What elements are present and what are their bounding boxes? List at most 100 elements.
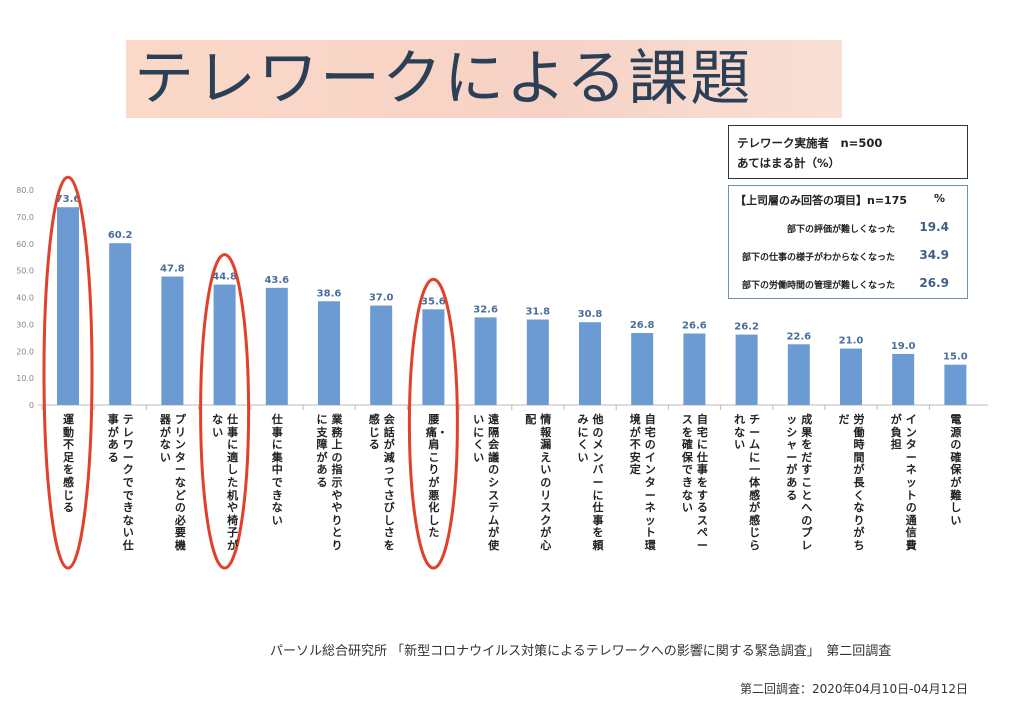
bar — [422, 309, 445, 405]
survey-date: 第二回調査：2020年04月10日-04月12日 — [740, 682, 968, 696]
bar-value-label: 19.0 — [891, 341, 916, 352]
sample-info-line2: あてはまる計（%） — [737, 156, 841, 170]
bar-value-label: 73.6 — [56, 194, 81, 205]
y-tick-label: 50.0 — [16, 267, 34, 276]
category-label: 運動不足を感じる — [63, 413, 74, 515]
bar-value-label: 31.8 — [525, 307, 550, 318]
manager-item-value: 34.9 — [919, 248, 949, 262]
page-title: テレワークによる課題 — [134, 44, 753, 114]
category-label: スを確保できない — [681, 413, 693, 515]
manager-item-row: 部下の労働時間の管理が難しくなった 26.9 — [729, 274, 965, 296]
category-label: 情報漏えいのリスクが心 — [540, 413, 552, 552]
category-label: 感じる — [368, 413, 380, 452]
category-label: 成果をだすことへのプレ — [801, 413, 813, 552]
bar — [213, 284, 236, 405]
category-label: 遠隔会議のシステムが使 — [488, 413, 500, 552]
category-label: 配 — [525, 413, 537, 426]
bar-value-label: 22.6 — [786, 331, 811, 342]
category-label: 自宅のインターネット環 — [644, 413, 656, 552]
y-tick-label: 30.0 — [16, 320, 34, 329]
sample-info-line1: テレワーク実施者 n=500 — [737, 136, 883, 150]
category-label: 事がある — [107, 413, 119, 464]
bar — [787, 344, 810, 405]
bar-value-label: 60.2 — [108, 230, 133, 241]
bar-value-label: 47.8 — [160, 264, 185, 275]
bar — [631, 332, 654, 405]
bar — [944, 364, 967, 405]
source-citation: パーソル総合研究所 「新型コロナウイルス対策によるテレワークへの影響に関する緊急… — [270, 644, 892, 659]
category-label: れない — [734, 413, 746, 452]
manager-item-value: 19.4 — [919, 220, 949, 234]
category-label: チームに一体感が感じら — [749, 413, 761, 552]
bar-value-label: 21.0 — [839, 336, 864, 347]
category-label: ない — [212, 413, 224, 439]
category-label: 電源の確保が難しい — [950, 413, 962, 527]
category-label: ッシャーがある — [786, 413, 798, 502]
category-label: に支障がある — [316, 413, 328, 489]
bar-value-label: 32.6 — [473, 304, 498, 315]
bar-value-label: 35.6 — [421, 296, 446, 307]
bar-value-label: 26.8 — [630, 320, 655, 331]
category-label: 仕事に適した机や椅子が — [227, 413, 239, 552]
manager-item-row: 部下の評価が難しくなった 19.4 — [729, 218, 965, 240]
category-label: テレワークでできない仕 — [122, 413, 134, 552]
highlight-ellipse — [42, 175, 94, 570]
category-label: 仕事に集中できない — [271, 413, 283, 527]
manager-items-header: 【上司層のみ回答の項目】n=175 — [735, 194, 908, 207]
bar — [735, 334, 758, 405]
bar-value-label: 44.8 — [212, 272, 237, 283]
bar-value-label: 26.2 — [734, 322, 759, 333]
sample-info-box: テレワーク実施者 n=500 あてはまる計（%） — [728, 125, 968, 179]
bar — [161, 276, 184, 405]
bar — [57, 207, 79, 405]
y-tick-label: 80.0 — [16, 186, 34, 195]
bar-value-label: 30.8 — [578, 309, 603, 320]
bar-value-label: 26.6 — [682, 321, 707, 332]
bar-value-label: 43.6 — [264, 275, 289, 286]
bar — [840, 348, 862, 405]
manager-items-unit: % — [933, 192, 945, 205]
bar-value-label: 38.6 — [317, 288, 342, 299]
bar-value-label: 37.0 — [369, 293, 394, 304]
bar — [579, 322, 601, 405]
manager-items-box: 【上司層のみ回答の項目】n=175 % 部下の評価が難しくなった 19.4 部下… — [728, 185, 968, 299]
y-tick-label: 0 — [29, 401, 34, 410]
category-label: 会話が減ってさびしさを — [383, 413, 395, 552]
category-label: だ — [838, 413, 850, 426]
category-label: 他のメンバーに仕事を頼 — [592, 413, 604, 552]
bar — [109, 243, 132, 405]
highlight-ellipse — [407, 277, 459, 570]
bar-value-label: 15.0 — [943, 352, 968, 363]
bar — [892, 353, 915, 405]
bar — [683, 333, 706, 405]
bar — [318, 301, 340, 405]
category-label: みにくい — [577, 413, 589, 464]
category-label: プリンターなどの必要機 — [174, 413, 186, 552]
y-tick-label: 10.0 — [16, 374, 34, 383]
bar — [474, 317, 497, 405]
category-label: 業務上の指示ややりとり — [331, 413, 343, 552]
category-label: 腰痛・肩こりが悪化した — [425, 413, 448, 540]
manager-item-value: 26.9 — [919, 276, 949, 290]
bar — [526, 319, 549, 405]
category-label: 自宅に仕事をするスペー — [696, 413, 708, 552]
manager-item-label: 部下の労働時間の管理が難しくなった — [741, 281, 895, 291]
y-tick-label: 20.0 — [16, 347, 34, 356]
bar — [265, 287, 288, 405]
category-label: が負担 — [890, 413, 902, 452]
title-background — [126, 40, 842, 118]
manager-item-row: 部下の仕事の様子がわからなくなった 34.9 — [729, 246, 965, 268]
y-tick-label: 40.0 — [16, 294, 34, 303]
manager-item-label: 部下の評価が難しくなった — [786, 225, 895, 235]
category-label: 労働時間が長くなりがち — [853, 413, 865, 552]
manager-item-label: 部下の仕事の様子がわからなくなった — [741, 253, 895, 263]
category-label: インターネットの通信費 — [905, 413, 917, 552]
category-label: 器がない — [159, 413, 171, 464]
bar — [370, 305, 393, 405]
category-label: 境が不安定 — [629, 413, 641, 477]
y-tick-label: 70.0 — [16, 213, 34, 222]
highlight-ellipse — [199, 253, 251, 570]
category-label: いにくい — [473, 413, 485, 464]
y-tick-label: 60.0 — [16, 240, 34, 249]
